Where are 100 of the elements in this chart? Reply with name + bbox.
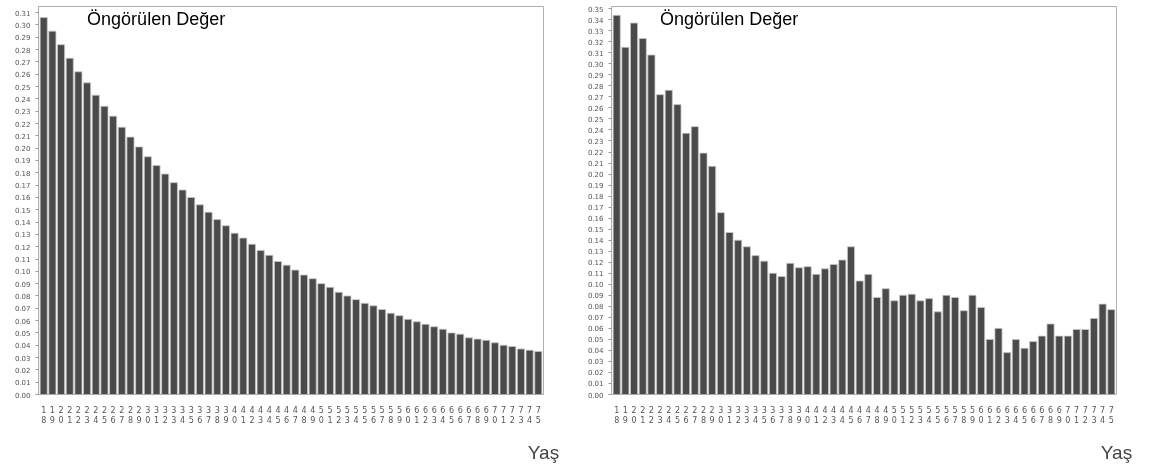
x-axis-title: Yaş [1100, 442, 1133, 464]
x-tick-label: 35 [188, 405, 194, 426]
x-tick-label: 30 [718, 405, 724, 426]
x-tick-label: 66 [1030, 405, 1036, 426]
x-tick-label: 55 [935, 405, 941, 426]
x-tick-label: 59 [969, 405, 976, 426]
x-tick-label: 33 [171, 405, 177, 426]
x-tick-label: 52 [336, 405, 342, 426]
x-tick-label: 26 [683, 405, 689, 426]
x-tick-label: 47 [292, 405, 298, 426]
x-tick-label: 75 [535, 405, 541, 426]
x-tick-label: 51 [900, 405, 906, 426]
x-tick-label: 55 [362, 405, 368, 426]
x-tick-label: 44 [839, 405, 845, 426]
x-tick-label: 40 [805, 405, 811, 426]
x-tick-label: 70 [1065, 405, 1071, 426]
x-tick-label: 24 [93, 405, 99, 426]
x-tick-label: 46 [857, 405, 863, 426]
x-tick-label: 28 [700, 405, 707, 426]
x-tick-label: 64 [1013, 405, 1019, 426]
x-tick-label: 43 [831, 405, 837, 426]
x-tick-label: 32 [162, 405, 168, 426]
x-tick-label: 67 [466, 405, 472, 426]
x-tick-label: 73 [518, 405, 524, 426]
x-tick-label: 42 [822, 405, 828, 426]
x-tick-label: 25 [101, 405, 107, 426]
x-tick-label: 45 [275, 405, 281, 426]
x-tick-label: 57 [952, 405, 958, 426]
x-tick-label: 21 [67, 405, 73, 426]
x-tick-label: 20 [58, 405, 64, 426]
x-tick-label: 37 [206, 405, 212, 426]
x-tick-label: 56 [943, 405, 949, 426]
x-tick-label: 49 [310, 405, 316, 426]
x-tick-label: 49 [883, 405, 889, 426]
x-tick-label: 20 [631, 405, 637, 426]
x-tick-label: 71 [501, 405, 507, 426]
x-tick-label: 44 [266, 405, 272, 426]
x-tick-label: 62 [995, 405, 1002, 426]
x-tick-label: 30 [145, 405, 151, 426]
x-tick-label: 42 [249, 405, 255, 426]
x-tick-label: 23 [84, 405, 90, 426]
x-tick-label: 18 [614, 405, 620, 426]
x-tick-label: 58 [388, 405, 394, 426]
x-tick-label: 41 [813, 405, 819, 426]
x-tick-label: 64 [440, 405, 446, 426]
x-tick-label: 35 [761, 405, 767, 426]
x-tick-label: 68 [475, 405, 481, 426]
x-tick-label: 56 [370, 405, 376, 426]
x-tick-label: 74 [527, 405, 533, 426]
x-tick-label: 38 [787, 405, 793, 426]
x-tick-label: 19 [622, 405, 628, 426]
x-tick-label: 61 [987, 405, 993, 426]
x-tick-label: 39 [223, 405, 229, 426]
x-tick-label: 70 [492, 405, 498, 426]
x-tick-label: 74 [1100, 405, 1106, 426]
x-axis-title: Yaş [527, 442, 560, 464]
x-tick-label: 46 [284, 405, 290, 426]
x-tick-label: 61 [414, 405, 420, 426]
x-tick-label: 60 [978, 405, 984, 426]
x-tick-label: 69 [483, 405, 489, 426]
x-tick-label: 28 [127, 405, 134, 426]
x-tick-label: 72 [1082, 405, 1088, 426]
x-tick-label: 50 [318, 405, 324, 426]
x-tick-label: 50 [891, 405, 897, 426]
x-tick-label: 53 [917, 405, 923, 426]
x-tick-label: 73 [1091, 405, 1097, 426]
x-tick-label: 41 [240, 405, 246, 426]
x-tick-label: 21 [640, 405, 646, 426]
x-tick-label: 52 [909, 405, 915, 426]
x-tick-label: 34 [179, 405, 186, 426]
x-tick-label: 29 [136, 405, 142, 426]
x-tick-label: 27 [119, 405, 125, 426]
x-tick-label: 65 [448, 405, 455, 426]
x-tick-label: 62 [422, 405, 429, 426]
x-tick-label: 38 [214, 405, 220, 426]
x-tick-label: 63 [1004, 405, 1010, 426]
x-tick-label: 59 [396, 405, 403, 426]
x-tick-label: 68 [1048, 405, 1054, 426]
x-tick-label: 19 [49, 405, 55, 426]
x-tick-label: 39 [796, 405, 802, 426]
x-tick-label: 75 [1108, 405, 1114, 426]
x-tick-label: 58 [961, 405, 967, 426]
x-tick-label: 34 [752, 405, 759, 426]
x-tick-label: 45 [848, 405, 854, 426]
x-tick-label: 57 [379, 405, 385, 426]
x-tick-label: 54 [353, 405, 359, 426]
x-tick-label: 71 [1074, 405, 1080, 426]
x-tick-label: 51 [327, 405, 333, 426]
x-tick-label: 48 [874, 405, 880, 426]
x-tick-label: 54 [926, 405, 932, 426]
x-tick-label: 31 [726, 405, 733, 426]
x-tick-label: 22 [648, 405, 654, 426]
x-tick-label: 37 [779, 405, 785, 426]
x-tick-label: 25 [674, 405, 680, 426]
x-tick-label: 32 [735, 405, 741, 426]
x-tick-label: 26 [110, 405, 116, 426]
x-tick-label: 27 [692, 405, 698, 426]
x-tick-label: 65 [1021, 405, 1028, 426]
x-tick-label: 69 [1056, 405, 1062, 426]
x-tick-label: 63 [431, 405, 437, 426]
